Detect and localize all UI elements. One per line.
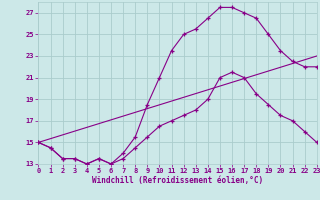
- X-axis label: Windchill (Refroidissement éolien,°C): Windchill (Refroidissement éolien,°C): [92, 176, 263, 185]
